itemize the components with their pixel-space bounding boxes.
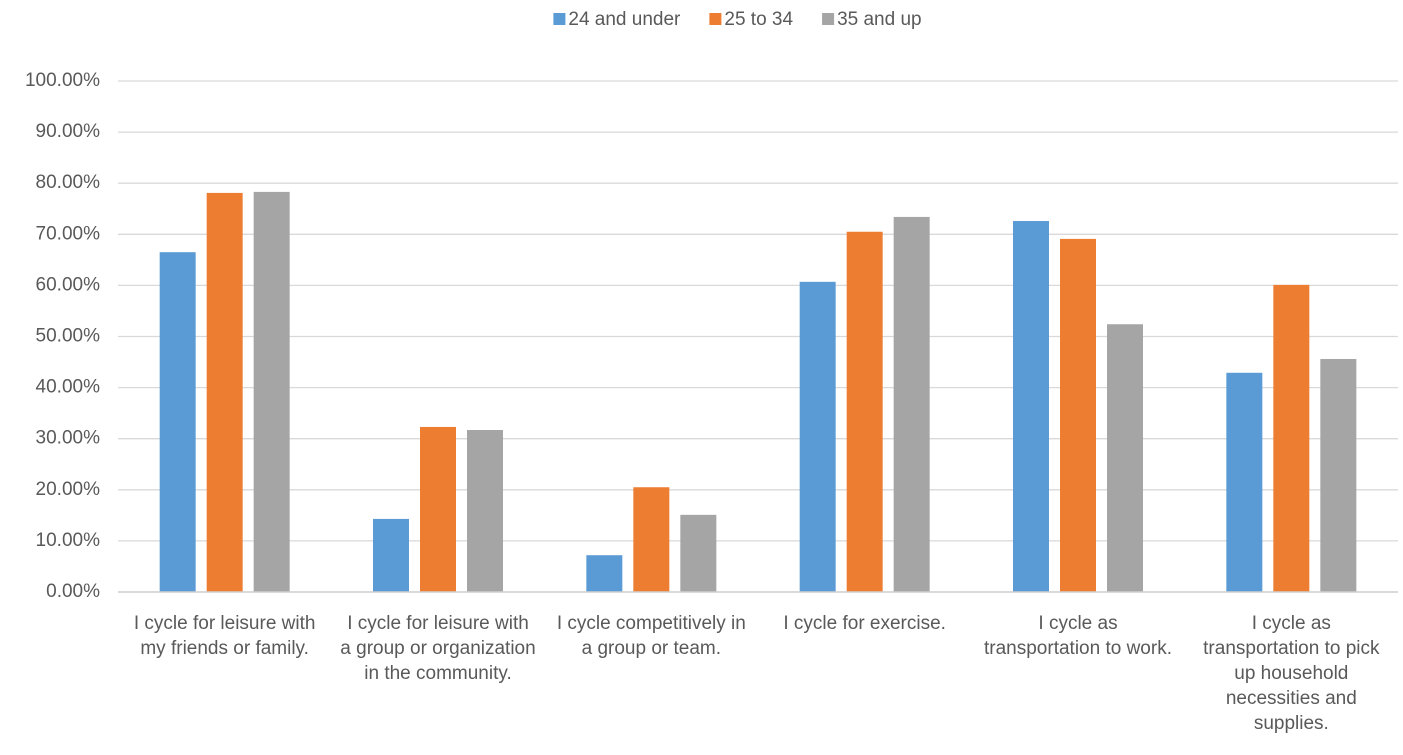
bar bbox=[420, 426, 456, 592]
bar bbox=[586, 555, 623, 592]
x-tick-label: I cycle competitively in a group or team… bbox=[556, 613, 746, 659]
y-tick-label: 0.00% bbox=[46, 581, 100, 602]
bar bbox=[1226, 372, 1263, 592]
legend-swatch bbox=[709, 13, 722, 25]
bar bbox=[1320, 358, 1357, 592]
y-tick-label: 50.00% bbox=[36, 326, 101, 347]
bar bbox=[1013, 221, 1049, 592]
x-tick-label: I cycle as transportation to pick up hou… bbox=[1203, 613, 1380, 734]
bar bbox=[206, 192, 243, 592]
x-tick-label: I cycle for leisure with a group or orga… bbox=[340, 613, 536, 684]
legend-swatch bbox=[822, 13, 835, 25]
y-tick-label: 30.00% bbox=[36, 428, 101, 449]
legend-swatch bbox=[553, 13, 566, 25]
bar bbox=[373, 518, 409, 592]
bar bbox=[159, 252, 196, 592]
y-tick-label: 60.00% bbox=[36, 274, 101, 295]
legend-label: 35 and up bbox=[837, 9, 922, 30]
bar bbox=[1273, 284, 1310, 592]
bar bbox=[253, 191, 290, 592]
bar bbox=[893, 216, 930, 592]
x-tick-label: I cycle for leisure with my friends or f… bbox=[133, 613, 316, 659]
legend-label: 24 and under bbox=[568, 9, 681, 30]
x-tick-label: I cycle for exercise. bbox=[783, 613, 946, 634]
y-tick-label: 90.00% bbox=[36, 121, 101, 142]
bar bbox=[799, 281, 836, 592]
bar bbox=[467, 430, 503, 592]
bar bbox=[633, 487, 670, 592]
bar bbox=[1107, 324, 1143, 592]
y-tick-label: 10.00% bbox=[36, 530, 101, 551]
y-tick-label: 70.00% bbox=[36, 223, 101, 244]
y-tick-label: 80.00% bbox=[36, 172, 101, 193]
y-tick-label: 20.00% bbox=[36, 479, 101, 500]
legend-label: 25 to 34 bbox=[724, 9, 793, 30]
bar bbox=[1060, 238, 1096, 593]
x-tick-label: I cycle as transportation to work. bbox=[984, 613, 1172, 659]
y-tick-label: 40.00% bbox=[36, 377, 101, 398]
bar bbox=[846, 231, 883, 592]
y-tick-label: 100.00% bbox=[25, 70, 100, 91]
bar bbox=[680, 514, 717, 592]
